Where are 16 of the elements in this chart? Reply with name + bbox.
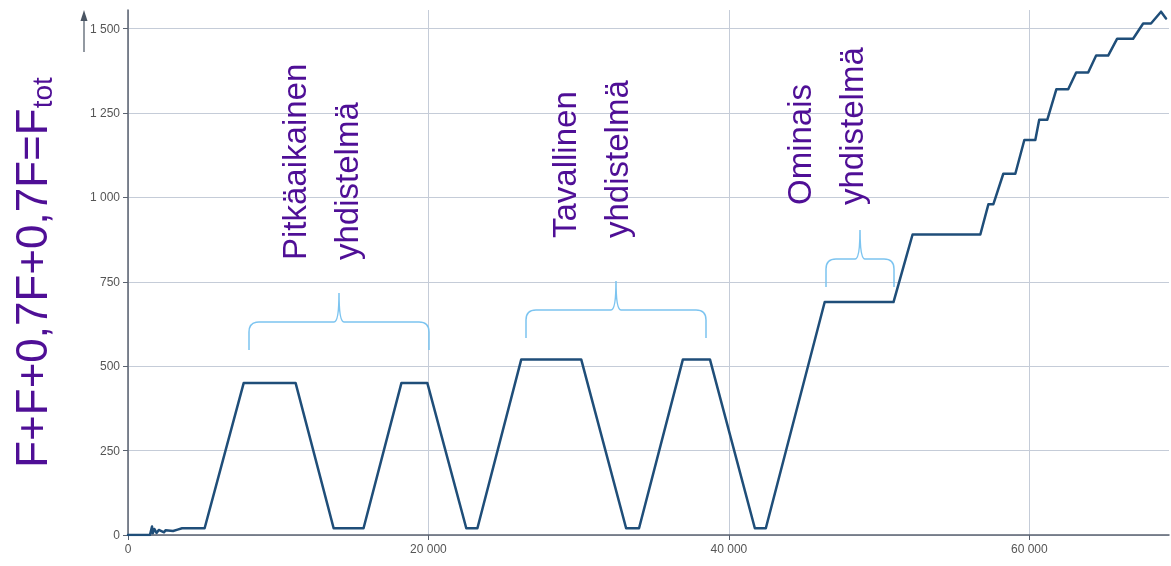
y-tick-label: 1 000: [89, 190, 121, 205]
annotation: Ominais yhdistelmä: [780, 46, 870, 205]
y-tick-label: 500: [99, 359, 121, 374]
y-tick-label: 250: [99, 443, 121, 458]
x-tick-label: 0: [124, 542, 132, 556]
x-tick-label: 40 000: [710, 542, 748, 556]
y-tick-label: 1 500: [89, 21, 121, 36]
line-series: [126, 10, 1168, 537]
x-tick-label: 20 000: [410, 542, 448, 556]
x-tick-label: 60 000: [1010, 542, 1048, 556]
y-tick-label: 1 250: [89, 105, 121, 120]
annotation: Tavallinen yhdistelmä: [545, 79, 635, 238]
annotation: Pitkäaikainen yhdistelmä: [275, 63, 365, 260]
y-tick-label: 0: [113, 528, 121, 542]
y-axis-title: F+F+0,7F+0,7F=Ftot: [6, 76, 58, 468]
y-tick-label: 750: [99, 274, 121, 289]
